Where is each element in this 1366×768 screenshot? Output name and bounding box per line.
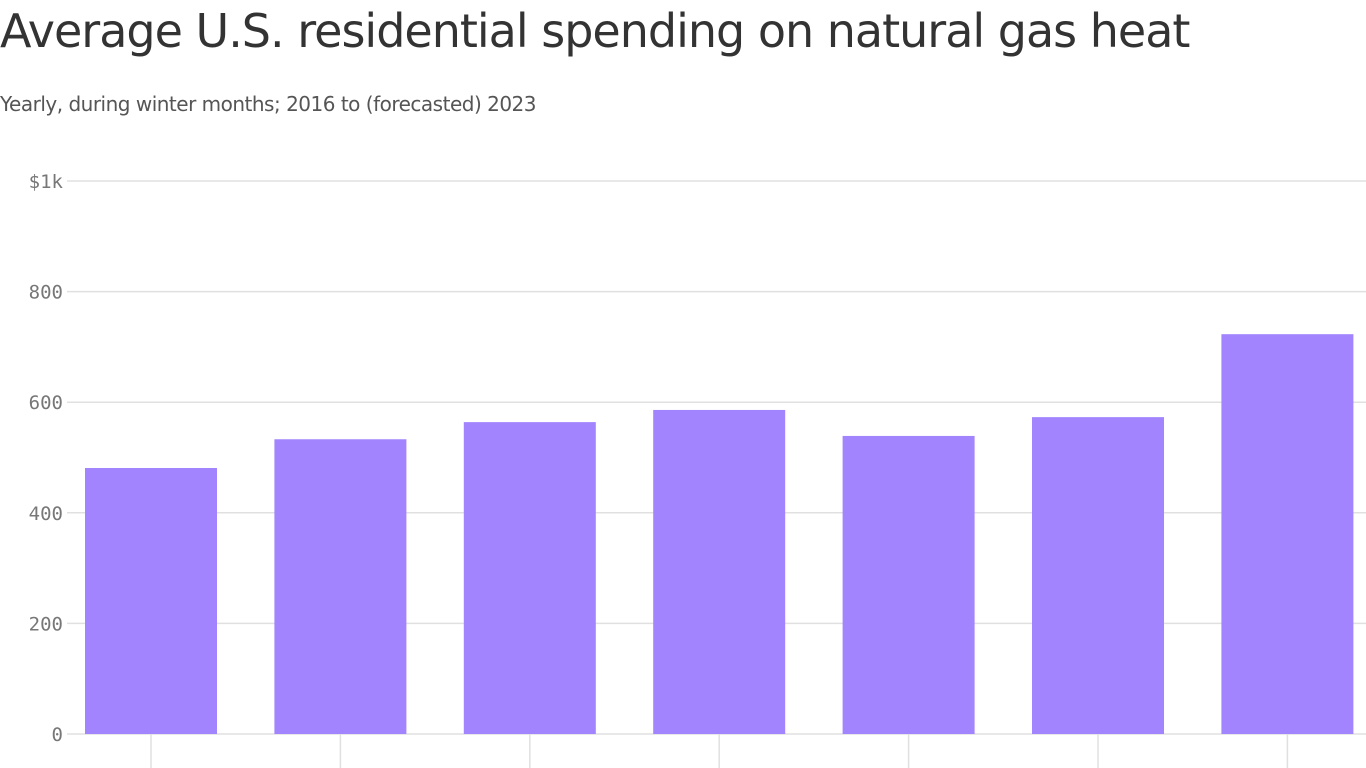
y-tick-label: 200 <box>29 613 63 635</box>
y-tick-label: 600 <box>29 392 63 414</box>
bar <box>274 439 407 734</box>
y-tick-label: 800 <box>29 282 63 304</box>
chart-title: Average U.S. residential spending on nat… <box>0 4 1190 58</box>
bar <box>653 409 786 734</box>
bar <box>85 468 217 734</box>
y-tick-label: $1k <box>29 171 64 193</box>
y-tick-label: 400 <box>29 503 63 525</box>
bar <box>463 422 596 734</box>
y-tick-label: 0 <box>52 724 63 746</box>
bar <box>842 435 975 734</box>
chart-subtitle: Yearly, during winter months; 2016 to (f… <box>0 92 537 116</box>
bar <box>1032 417 1164 734</box>
bar <box>1221 334 1354 734</box>
